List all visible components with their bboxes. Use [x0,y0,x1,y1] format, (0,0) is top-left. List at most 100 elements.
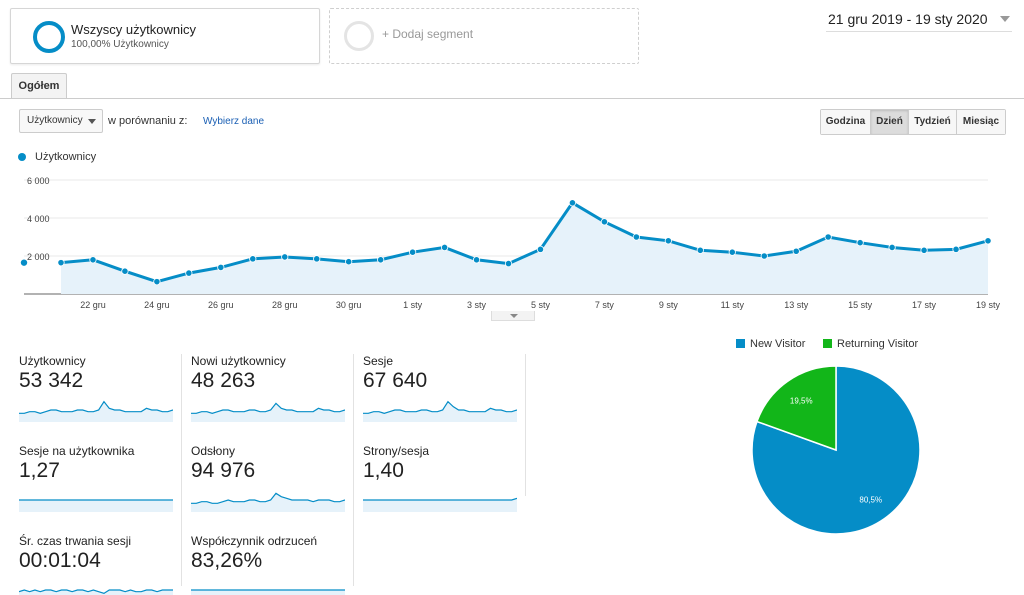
data-point[interactable] [728,248,736,256]
data-point[interactable] [249,255,257,263]
data-point[interactable] [345,258,353,266]
kpi-label: Użytkownicy [19,354,86,368]
data-point[interactable] [281,253,289,261]
kpi-value: 94 976 [191,459,256,482]
data-point[interactable] [440,243,449,252]
add-segment-button[interactable]: + Dodaj segment [329,8,639,64]
kpi-tile[interactable]: Sesje 67 640 [363,354,531,432]
segment-title: Wszyscy użytkownicy [71,22,196,37]
segment-ring-icon [33,21,65,53]
data-point[interactable] [568,199,577,207]
sparkline-area [363,498,517,512]
date-range-picker[interactable]: 21 gru 2019 - 19 sty 2020 [826,10,1012,32]
data-point[interactable] [856,239,864,247]
data-point[interactable] [984,237,992,245]
interval-day-button[interactable]: Dzień [871,110,909,134]
segment-subtitle: 100,00% Użytkownicy [71,39,169,50]
kpi-sparkline [363,497,517,512]
chevron-down-icon [510,314,518,318]
data-point[interactable] [664,237,672,245]
pie-legend-label: Returning Visitor [837,338,919,350]
data-point[interactable] [153,278,161,286]
data-point[interactable] [57,259,65,267]
x-tick-label: 26 gru [208,300,234,310]
visitor-type-pie-chart[interactable]: 80,5% 19,5% [740,355,940,555]
data-point[interactable] [217,263,225,272]
kpi-value: 1,27 [19,459,60,482]
kpi-tile[interactable]: Strony/sesja 1,40 [363,444,531,522]
data-point[interactable] [313,255,321,263]
data-point[interactable] [185,269,193,277]
data-point[interactable] [632,233,640,241]
interval-week-button[interactable]: Tydzień [909,110,957,134]
kpi-sparkline [191,402,345,422]
pie-slice[interactable] [756,365,837,452]
x-tick-label: 11 sty [721,300,745,310]
pie-slice[interactable] [751,365,921,535]
chevron-down-icon [88,119,96,124]
x-tick-label: 1 sty [403,300,423,310]
kpi-label: Nowi użytkownicy [191,354,286,368]
data-point[interactable] [89,256,97,264]
chevron-down-icon [1000,16,1010,22]
sparkline-area [191,403,345,422]
interval-month-button[interactable]: Miesiąc [957,110,1005,134]
kpi-tile[interactable]: Śr. czas trwania sesji 00:01:04 [19,534,187,595]
data-point[interactable] [504,260,513,268]
pie-legend-label: New Visitor [750,338,806,350]
data-point[interactable] [952,245,960,253]
chart-collapse-handle[interactable] [491,311,535,321]
sparkline-area [191,493,345,512]
sparkline-area [19,500,173,512]
x-tick-label: 17 sty [912,300,937,310]
users-area-chart[interactable]: 2 000 4 000 6 000 22 gru 24 gru 26 gru 28 gru 3… [0,165,1024,325]
data-point[interactable] [760,252,768,260]
kpi-label: Sesje [363,354,394,368]
interval-selector: Godzina Dzień Tydzień Miesiąc [820,109,1006,135]
kpi-tile[interactable]: Sesje na użytkownika 1,27 [19,444,187,522]
sparkline-area [19,401,173,422]
data-point[interactable] [920,246,928,254]
kpi-tile[interactable]: Odsłony 94 976 [191,444,359,522]
data-point[interactable] [888,243,896,252]
metric-select[interactable]: Użytkownicy [19,109,103,133]
legend-dot-icon [18,153,26,161]
data-point[interactable] [536,245,545,253]
pie-legend-new[interactable]: New Visitor [736,338,805,350]
data-point[interactable] [696,246,704,254]
interval-hour-button[interactable]: Godzina [821,110,871,134]
kpi-sparkline [19,400,173,422]
data-point[interactable] [600,218,609,226]
kpi-value: 83,26% [191,549,263,572]
segment-all-users[interactable]: Wszyscy użytkownicy 100,00% Użytkownicy [10,8,320,64]
kpi-divider [181,354,182,586]
sparkline-line [19,589,173,594]
kpi-divider [525,354,526,496]
data-point[interactable] [824,233,832,241]
kpi-value: 67 640 [363,369,428,392]
tab-divider [0,98,1024,99]
x-tick-label: 15 sty [848,300,873,310]
pie-legend-returning[interactable]: Returning Visitor [823,338,918,350]
kpi-tile[interactable]: Współczynnik odrzuceń 83,26% [191,534,359,595]
add-segment-label: + Dodaj segment [382,27,474,41]
x-tick-label: 28 gru [272,300,298,310]
kpi-value: 48 263 [191,369,256,392]
kpi-label: Odsłony [191,444,236,458]
data-point[interactable] [409,248,417,256]
kpi-value: 53 342 [19,369,84,392]
tab-overview[interactable]: Ogółem [11,73,67,99]
select-metric-link[interactable]: Wybierz dane [203,116,265,127]
pie-slice-label: 80,5% [859,495,882,504]
data-point-edge [20,259,28,266]
kpi-tile[interactable]: Użytkownicy 53 342 [19,354,187,432]
data-point[interactable] [472,256,481,264]
data-point[interactable] [121,267,129,275]
data-point[interactable] [377,256,385,264]
kpi-label: Śr. czas trwania sesji [19,534,132,548]
sparkline-line [191,492,345,504]
data-point[interactable] [792,247,800,255]
pie-slice-label: 19,5% [790,397,813,406]
sparkline-area [363,401,517,422]
kpi-tile[interactable]: Nowi użytkownicy 48 263 [191,354,359,432]
